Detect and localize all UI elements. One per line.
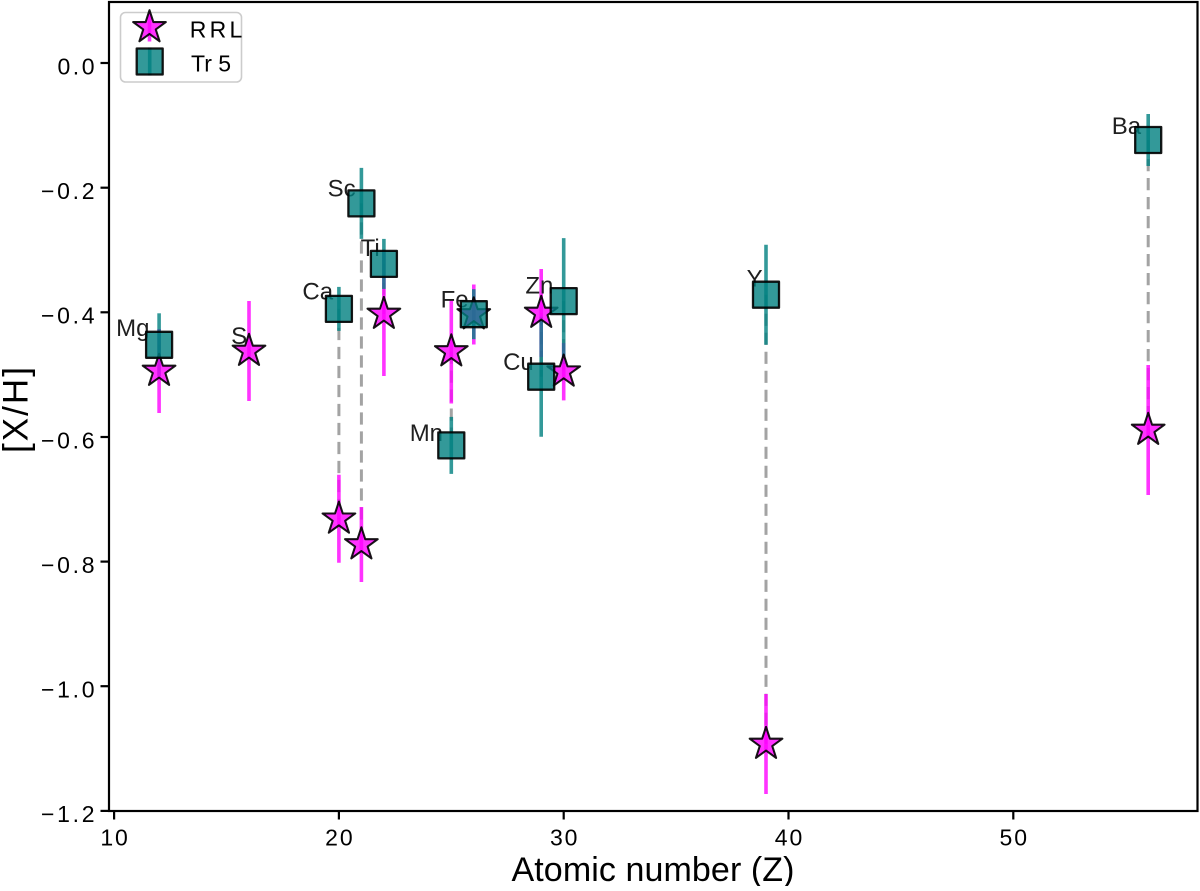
svg-text:−0.8: −0.8	[41, 552, 95, 578]
svg-text:−0.6: −0.6	[41, 427, 95, 453]
svg-text:10: 10	[100, 824, 128, 850]
svg-text:50: 50	[1000, 824, 1028, 850]
svg-text:Tr 5: Tr 5	[191, 50, 231, 76]
svg-text:40: 40	[775, 824, 803, 850]
svg-text:−1.0: −1.0	[41, 677, 95, 703]
svg-text:Atomic number (Z): Atomic number (Z)	[512, 851, 795, 886]
svg-text:[X/H]: [X/H]	[0, 367, 36, 453]
svg-text:20: 20	[325, 824, 353, 850]
svg-text:S: S	[231, 323, 247, 350]
svg-text:RRL: RRL	[190, 16, 243, 42]
svg-text:Mg: Mg	[116, 315, 149, 342]
svg-text:−0.2: −0.2	[41, 178, 95, 204]
svg-text:−0.4: −0.4	[41, 303, 95, 329]
svg-text:−1.2: −1.2	[41, 801, 95, 827]
svg-text:Zn: Zn	[525, 273, 553, 300]
svg-text:0.0: 0.0	[58, 53, 95, 79]
svg-text:30: 30	[550, 824, 578, 850]
